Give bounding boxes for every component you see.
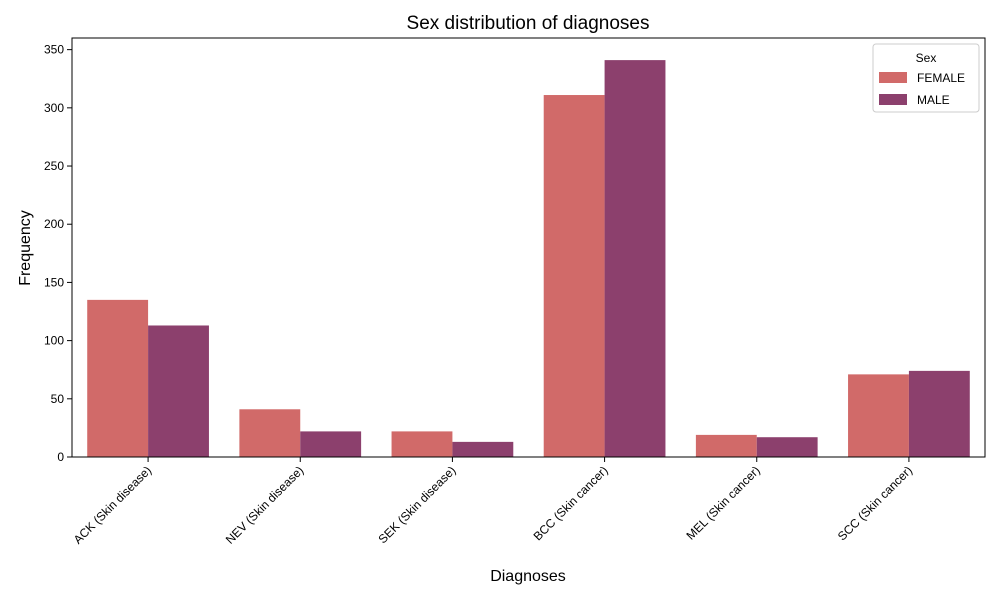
bar-female-1 — [239, 409, 301, 457]
bar-male-1 — [300, 431, 362, 457]
bar-male-2 — [452, 441, 514, 457]
y-tick-label: 300 — [44, 101, 64, 115]
x-tick-label: MEL (Skin cancer) — [683, 463, 762, 542]
bar-female-3 — [543, 95, 605, 458]
bar-male-3 — [604, 60, 666, 457]
bar-male-0 — [148, 325, 209, 457]
legend-label-female: FEMALE — [917, 71, 965, 85]
y-tick-label: 0 — [57, 450, 64, 464]
y-tick-label: 200 — [44, 217, 64, 231]
bar-female-2 — [391, 431, 453, 457]
x-tick-label: ACK (Skin disease) — [71, 463, 154, 546]
y-tick-label: 100 — [44, 334, 64, 348]
legend-swatch-female — [879, 72, 907, 83]
x-tick-label: NEV (Skin disease) — [223, 463, 306, 546]
bar-female-0 — [87, 299, 149, 457]
legend-swatch-male — [879, 94, 907, 105]
y-axis-ticks: 0 50 100 150 200 250 300 350 — [44, 43, 72, 464]
chart-title: Sex distribution of diagnoses — [407, 13, 650, 34]
bar-female-5 — [848, 374, 909, 457]
x-axis-title: Diagnoses — [490, 568, 566, 585]
legend-label-male: MALE — [917, 93, 950, 107]
x-tick-label: SEK (Skin disease) — [376, 463, 459, 546]
bar-female-4 — [695, 434, 757, 457]
legend: Sex FEMALE MALE — [872, 43, 980, 113]
bars-group — [87, 60, 970, 458]
y-axis-title: Frequency — [17, 210, 34, 286]
legend-title: Sex — [916, 51, 937, 65]
y-tick-label: 50 — [51, 392, 65, 406]
x-tick-label: SCC (Skin cancer) — [835, 463, 915, 543]
x-tick-label: BCC (Skin cancer) — [531, 463, 611, 543]
y-tick-label: 350 — [44, 43, 64, 57]
bar-male-5 — [908, 370, 970, 457]
y-tick-label: 150 — [44, 275, 64, 289]
x-axis-ticks: ACK (Skin disease) NEV (Skin disease) SEK … — [71, 457, 915, 547]
y-tick-label: 250 — [44, 159, 64, 173]
plot-frame — [71, 37, 986, 458]
bar-male-4 — [756, 437, 818, 457]
